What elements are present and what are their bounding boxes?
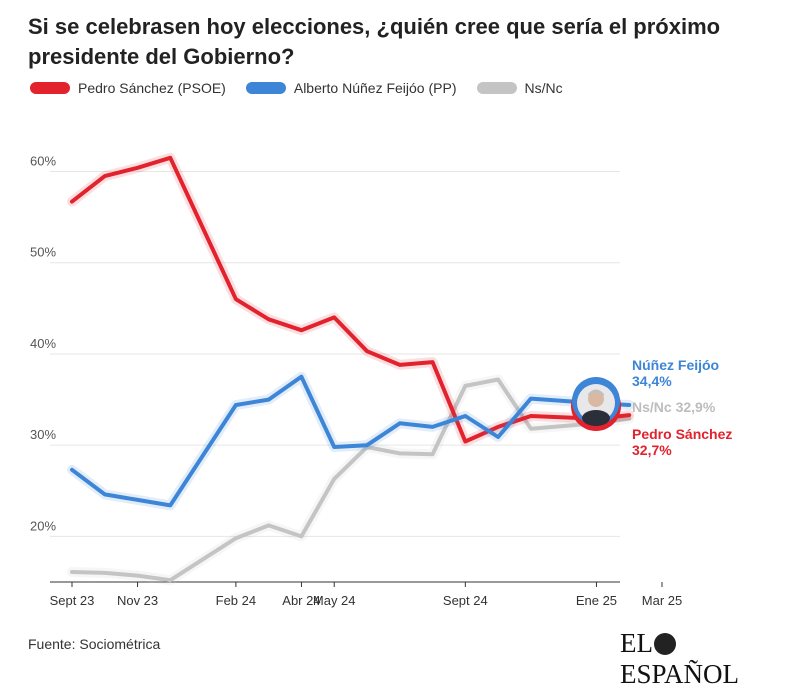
x-tick-label: Feb 24: [216, 593, 256, 608]
x-tick-label: May 24: [313, 593, 356, 608]
legend-swatch-feijoo: [245, 82, 286, 94]
y-tick-label: 50%: [30, 245, 56, 260]
lion-head-icon: [654, 633, 676, 655]
series-line-0: [70, 155, 632, 444]
end-label-feijoo: Núñez Feijóo 34,4%: [632, 357, 719, 389]
legend-item-feijoo: Alberto Núñez Feijóo (PP): [245, 80, 457, 96]
series-halo-2: [67, 374, 635, 586]
portrait-face: [588, 391, 604, 407]
legend-swatch-sanchez: [30, 82, 70, 94]
x-tick-label: Sept 23: [50, 593, 95, 608]
publisher-logo: ELESPAÑOL: [620, 628, 794, 690]
legend-item-nsnc: Ns/Nc: [476, 80, 563, 96]
logo-text-left: EL: [620, 628, 653, 658]
source-note: Fuente: Sociométrica: [28, 636, 161, 652]
legend-label-nsnc: Ns/Nc: [524, 80, 563, 96]
legend-label-feijoo: Alberto Núñez Feijóo (PP): [293, 80, 457, 96]
chart-title: Si se celebrasen hoy elecciones, ¿quién …: [28, 14, 721, 69]
y-tick-label: 60%: [30, 153, 56, 168]
end-label-feijoo-value: 34,4%: [632, 373, 672, 389]
end-label-feijoo-name: Núñez Feijóo: [632, 357, 720, 373]
end-label-sanchez: Pedro Sánchez 32,7%: [632, 426, 732, 458]
x-tick-label: Mar 25: [642, 593, 682, 608]
logo-text-right: ESPAÑOL: [620, 659, 740, 689]
x-tick-label: Abr 24: [282, 593, 320, 608]
grid-layer: 20% 30% 40% 50% 60% Sept 23 Nov 23 Feb 24 Abr 24…: [30, 153, 682, 608]
series-layer: [67, 152, 635, 586]
series-halo-1: [67, 371, 635, 511]
x-tick-label: Ene 25: [576, 593, 617, 608]
x-tick-label: Sept 24: [443, 593, 488, 608]
portrait-suit: [582, 410, 610, 426]
end-label-sanchez-value: 32,7%: [632, 442, 672, 458]
portrait-hair: [588, 389, 604, 396]
legend-swatch-nsnc: [476, 82, 517, 94]
legend-label-sanchez: Pedro Sánchez (PSOE): [78, 80, 226, 96]
x-tick-label: Nov 23: [117, 593, 158, 608]
legend-item-sanchez: Pedro Sánchez (PSOE): [30, 80, 226, 96]
end-label-nsnc: Ns/Nc 32,9%: [632, 399, 716, 415]
y-tick-label: 40%: [30, 336, 56, 351]
end-label-sanchez-name: Pedro Sánchez: [632, 426, 733, 442]
series-line-2: [70, 377, 632, 583]
y-tick-label: 30%: [30, 427, 56, 442]
avatar-layer: [571, 377, 621, 431]
chart-legend: Pedro Sánchez (PSOE) Alberto Núñez Feijó…: [30, 80, 583, 96]
y-tick-label: 20%: [30, 518, 56, 533]
series-line-1: [70, 374, 632, 508]
